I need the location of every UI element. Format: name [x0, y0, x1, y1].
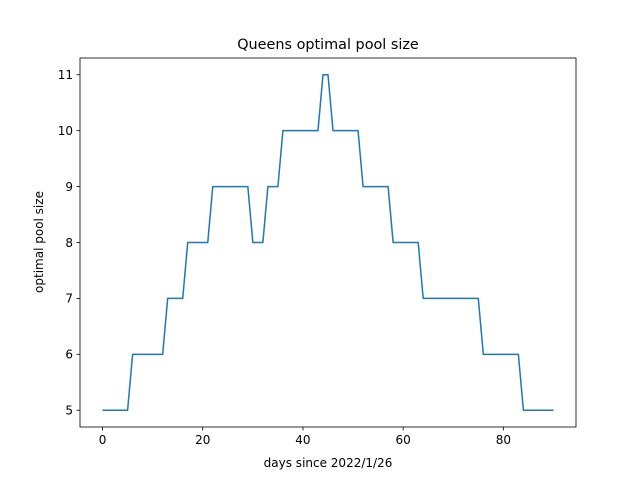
y-tick-label: 9: [65, 180, 73, 194]
x-axis-label: days since 2022/1/26: [264, 456, 393, 470]
y-tick-label: 8: [65, 236, 73, 250]
x-tick-label: 20: [195, 433, 210, 447]
y-tick-label: 5: [65, 404, 73, 418]
x-tick-label: 60: [396, 433, 411, 447]
y-tick-label: 7: [65, 292, 73, 306]
axes: 0 20 40 60 80 5 6 7 8 9 10 11: [58, 57, 577, 447]
y-axis-label: optimal pool size: [32, 191, 46, 293]
y-tick-label: 10: [58, 124, 73, 138]
x-tick-label: 40: [295, 433, 310, 447]
chart-title: Queens optimal pool size: [237, 37, 419, 53]
x-tick-label: 0: [99, 433, 107, 447]
x-tick-label: 80: [496, 433, 511, 447]
y-tick-label: 11: [58, 68, 73, 82]
series-line-0: [102, 74, 554, 411]
y-tick-label: 6: [65, 348, 73, 362]
plot-area: [102, 74, 554, 411]
